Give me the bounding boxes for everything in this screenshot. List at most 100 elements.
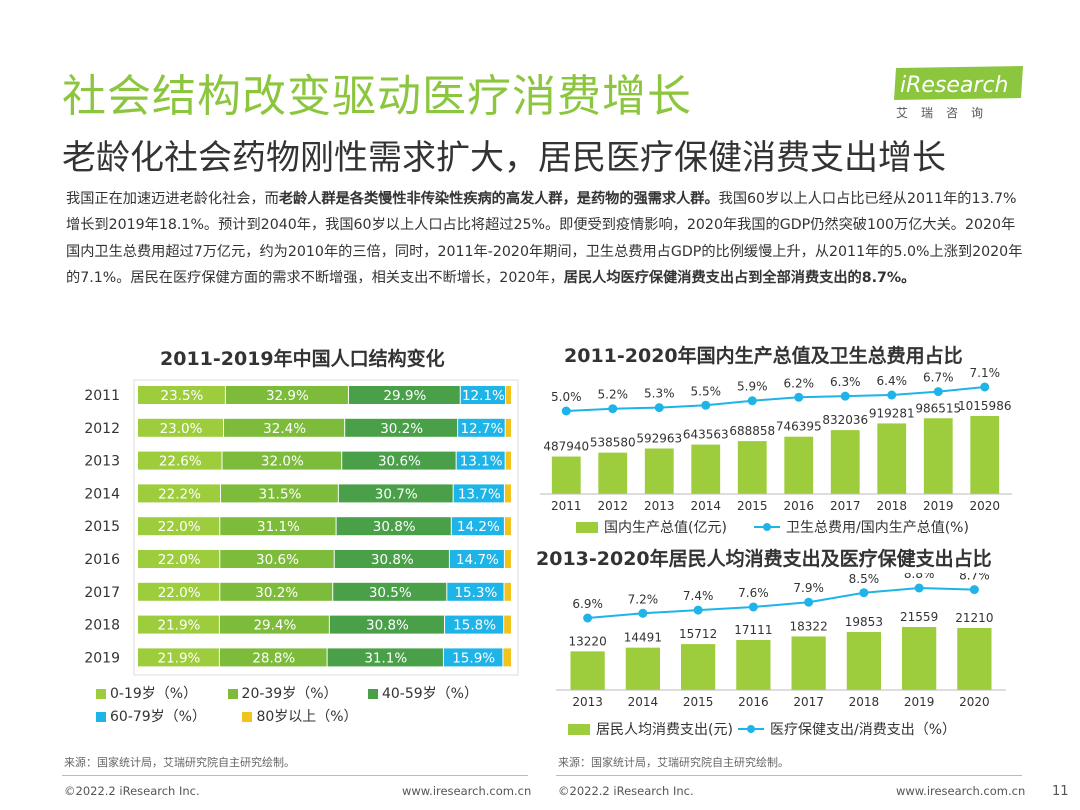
chart1-ylabel-2016: 2016 [84, 552, 120, 568]
chart1-label-2017-s3: 15.3% [454, 585, 497, 601]
chart2-xlabel-2018: 2018 [876, 499, 907, 513]
chart1-bar-2012-s3 [458, 418, 505, 437]
chart2-value-2011: 487940 [543, 440, 589, 454]
chart1-bar-2015-s2 [336, 517, 451, 536]
chart1-bar-2014-s0 [138, 484, 221, 503]
chart1-bar-2017-s1 [220, 582, 333, 601]
chart2-point-2012 [608, 404, 618, 414]
chart2-pct-2013: 5.3% [644, 387, 675, 401]
chart3-bar-2018 [846, 631, 882, 690]
chart2-value-2020: 1015986 [958, 399, 1011, 413]
chart1-label-2019-s3: 15.9% [452, 650, 495, 666]
chart2-bar-2015 [737, 441, 767, 494]
source-right: 来源：国家统计局，艾瑞研究院自主研究绘制。 [558, 756, 789, 769]
chart1-label-2014-s1: 31.5% [258, 486, 301, 502]
chart3-pct-2018: 8.5% [849, 573, 880, 586]
page-number: 11 [1052, 784, 1069, 799]
chart1-label-2017-s1: 30.2% [255, 585, 298, 601]
logo-subtext: 艾瑞咨询 [896, 106, 997, 120]
footer-url-left[interactable]: www.iresearch.com.cn [402, 784, 532, 798]
chart2-xlabel-2015: 2015 [737, 499, 768, 513]
chart2-bar-2019 [923, 418, 953, 494]
chart3-xlabel-2017: 2017 [793, 695, 824, 709]
chart2-xlabel-2019: 2019 [923, 499, 954, 513]
chart1-bar-2015-s0 [138, 517, 220, 536]
chart1-ylabel-2014: 2014 [84, 486, 120, 502]
chart1-bar-2016-s4 [504, 550, 511, 568]
chart3-value-2013: 13220 [569, 634, 607, 648]
chart1-ylabel-2017: 2017 [84, 585, 120, 601]
chart2-line [566, 386, 985, 412]
chart1-bar-2018-s0 [138, 615, 219, 634]
chart3-value-2020: 21210 [955, 611, 993, 625]
chart3-bar-2016 [736, 639, 771, 690]
chart1-bar-2014-s2 [338, 484, 453, 503]
chart3-xlabel-2013: 2013 [572, 695, 603, 709]
chart1-bar-2019-s3 [443, 648, 503, 667]
chart3-legend-line-marker [747, 725, 755, 733]
page-subtitle: 老龄化社会药物刚性需求扩大，居民医疗保健消费支出增长 [62, 138, 946, 178]
footer-url-right[interactable]: www.iresearch.com.cn [896, 784, 1026, 798]
chart1-bar-2014-s4 [504, 484, 511, 503]
chart2-bar-2014 [691, 444, 721, 494]
chart1-label-2017-s2: 30.5% [369, 585, 412, 601]
chart2-legend-bar-swatch [576, 522, 598, 533]
intro-text-2: 我国60岁以上人口占比已经从2011年的13.7%增长到2019年18.1%。预… [66, 191, 1023, 287]
chart1-label-2014-s2: 30.7% [375, 486, 418, 502]
chart3-value-2014: 14491 [624, 631, 662, 645]
chart2-point-2014 [701, 400, 711, 410]
chart1-label-2019-s2: 31.1% [364, 650, 407, 666]
chart2-bar-2017 [830, 430, 860, 494]
chart1-bar-2016-s2 [334, 550, 449, 568]
chart1-ylabel-2013: 2013 [84, 454, 120, 470]
chart1-ylabel-2019: 2019 [84, 650, 120, 666]
chart2-xlabel-2013: 2013 [644, 499, 675, 513]
chart2-value-2015: 688858 [729, 424, 775, 438]
chart2-value-2017: 832036 [822, 413, 868, 427]
intro-paragraph: 我国正在加速迈进老龄化社会，而老龄人群是各类慢性非传染性疾病的高发人群，是药物的… [66, 186, 1028, 292]
chart3-value-2017: 18322 [790, 619, 828, 633]
chart2-gdp-health: 487940 2011 538580 2012 592963 2013 643563 2014… [540, 366, 1012, 536]
chart3-xlabel-2016: 2016 [738, 695, 769, 709]
chart2-pct-2018: 6.4% [877, 374, 908, 388]
legend-0-19: 0-19岁（%） [96, 686, 197, 702]
chart1-bar-2013-s4 [505, 451, 511, 470]
chart1-label-2019-s0: 21.9% [158, 650, 201, 666]
chart1-bar-2011-s2 [348, 386, 460, 404]
source-left: 来源：国家统计局，艾瑞研究院自主研究绘制。 [64, 756, 295, 769]
chart1-label-2015-s2: 30.8% [373, 519, 416, 535]
chart3-pct-2019: 8.8% [904, 573, 935, 581]
page-title: 社会结构改变驱动医疗消费增长 [62, 71, 692, 122]
chart3-bar-2015 [680, 644, 716, 690]
chart2-pct-2011: 5.0% [551, 390, 582, 404]
legend-40-59: 40-59岁（%） [367, 686, 478, 702]
footer-divider-right [556, 775, 1022, 776]
chart2-pct-2015: 5.9% [737, 380, 768, 394]
chart2-pct-2016: 6.2% [784, 376, 815, 390]
chart3-legend-line-label: 医疗保健支出/消费支出（%） [770, 722, 956, 738]
chart3-xlabel-2018: 2018 [849, 695, 880, 709]
chart3-bar-2020 [957, 628, 992, 690]
chart1-bar-2011-s4 [506, 386, 511, 404]
iresearch-logo: iResearch [894, 66, 1023, 100]
legend-20-39: 20-39岁（%） [227, 686, 338, 702]
chart2-point-2016 [794, 392, 804, 402]
chart2-bar-2020 [970, 416, 1000, 494]
chart1-bar-2017-s0 [138, 582, 220, 601]
chart1-label-2011-s2: 29.9% [383, 388, 426, 404]
chart2-legend-bar-label: 国内生产总值(亿元) [604, 520, 727, 536]
chart3-line [587, 586, 975, 619]
chart1-bar-2013-s0 [138, 451, 222, 470]
chart1-bar-2017-s3 [447, 582, 504, 601]
chart1-ylabel-2018: 2018 [84, 618, 120, 634]
chart3-value-2018: 19853 [845, 615, 883, 629]
chart2-pct-2012: 5.2% [598, 388, 629, 402]
chart1-label-2016-s2: 30.8% [371, 552, 414, 568]
chart3-bar-2014 [625, 647, 661, 690]
chart3-point-2014 [638, 608, 648, 618]
chart3-point-2013 [583, 613, 593, 623]
intro-text-1: 我国正在加速迈进老龄化社会，而 [66, 191, 279, 207]
chart3-point-2019 [914, 583, 924, 593]
chart1-bar-2019-s0 [138, 648, 219, 667]
chart1-bar-2011-s3 [460, 386, 506, 404]
